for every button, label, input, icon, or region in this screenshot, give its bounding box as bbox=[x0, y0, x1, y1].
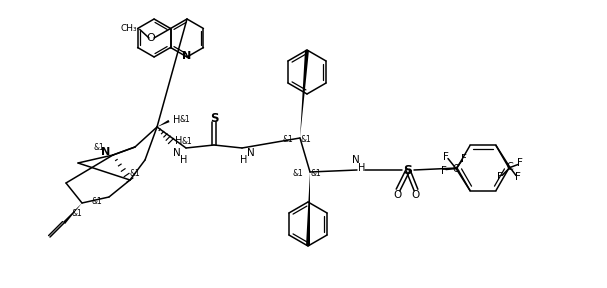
Text: C: C bbox=[507, 162, 514, 173]
Text: O: O bbox=[394, 190, 402, 200]
Text: &1: &1 bbox=[130, 170, 140, 179]
Text: H: H bbox=[175, 136, 183, 146]
Text: &1: &1 bbox=[181, 137, 192, 145]
Text: N: N bbox=[101, 147, 110, 157]
Text: &1: &1 bbox=[93, 143, 104, 151]
Text: &1: &1 bbox=[92, 196, 103, 206]
Text: C: C bbox=[453, 164, 459, 173]
Text: &1: &1 bbox=[300, 135, 311, 145]
Text: O: O bbox=[412, 190, 420, 200]
Polygon shape bbox=[306, 172, 310, 246]
Text: H: H bbox=[240, 155, 248, 165]
Text: N: N bbox=[173, 148, 181, 158]
Text: O: O bbox=[147, 33, 155, 43]
Text: &1: &1 bbox=[180, 115, 191, 124]
Polygon shape bbox=[300, 50, 309, 138]
Text: H: H bbox=[174, 115, 181, 125]
Polygon shape bbox=[157, 120, 169, 127]
Text: CH₃: CH₃ bbox=[120, 24, 137, 33]
Text: N: N bbox=[352, 155, 360, 165]
Text: N: N bbox=[247, 148, 255, 158]
Text: S: S bbox=[210, 111, 219, 124]
Text: &1: &1 bbox=[311, 170, 321, 179]
Text: F: F bbox=[517, 158, 523, 168]
Text: &1: &1 bbox=[293, 170, 304, 179]
Text: H: H bbox=[180, 155, 188, 165]
Text: F: F bbox=[497, 173, 503, 183]
Text: H: H bbox=[358, 163, 365, 173]
Text: F: F bbox=[441, 166, 447, 175]
Text: S: S bbox=[404, 164, 413, 177]
Text: F: F bbox=[443, 151, 449, 162]
Text: F: F bbox=[515, 173, 521, 183]
Text: F: F bbox=[461, 154, 467, 164]
Text: &1: &1 bbox=[72, 209, 83, 217]
Text: &1: &1 bbox=[283, 135, 293, 145]
Polygon shape bbox=[63, 203, 82, 224]
Text: N: N bbox=[182, 51, 192, 61]
